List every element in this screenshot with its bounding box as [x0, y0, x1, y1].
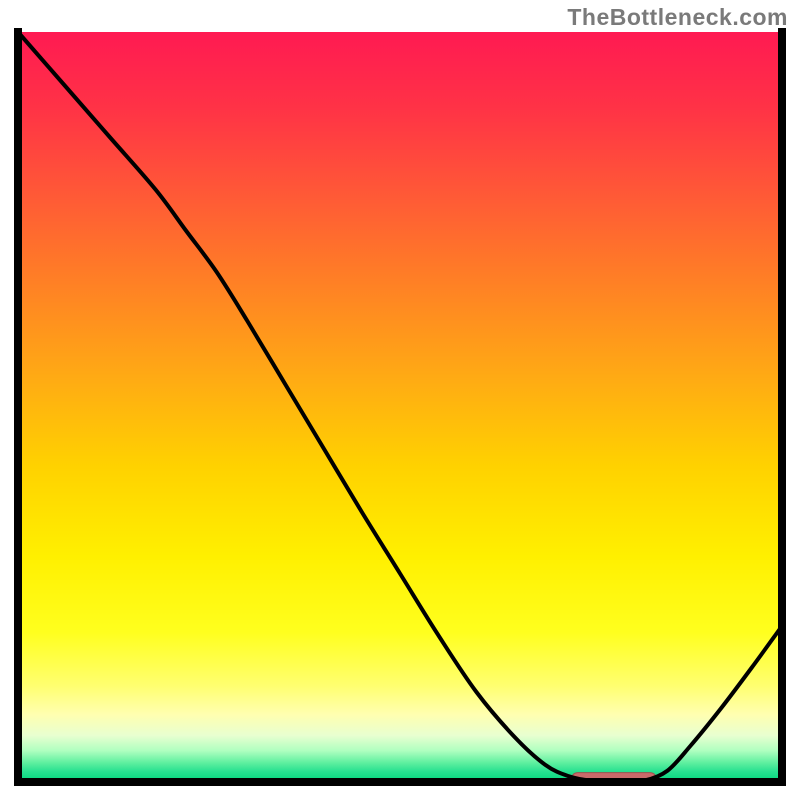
chart-svg: [0, 0, 800, 800]
gradient-background: [18, 32, 782, 782]
watermark-text: TheBottleneck.com: [567, 4, 788, 31]
